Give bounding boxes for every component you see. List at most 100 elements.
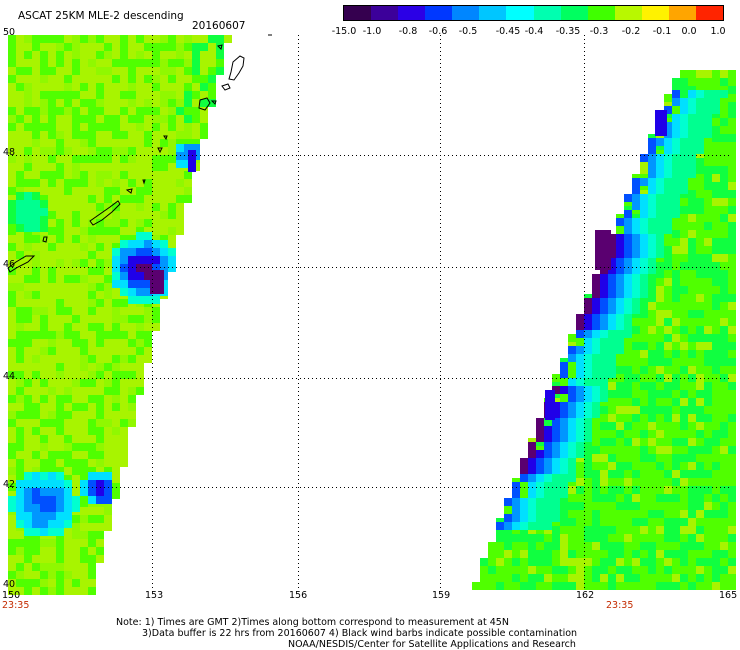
swath-cell — [728, 334, 736, 342]
swath-cell — [720, 110, 728, 118]
swath-cell — [672, 438, 680, 446]
swath-cell — [136, 256, 144, 264]
swath-cell — [72, 331, 80, 339]
swath-cell — [624, 502, 632, 510]
swath-cell — [504, 582, 512, 590]
colorbar — [343, 5, 724, 21]
swath-cell — [16, 531, 24, 539]
swath-cell — [56, 395, 64, 403]
swath-cell — [88, 515, 96, 523]
swath-cell — [64, 475, 72, 483]
swath-cell — [680, 286, 688, 294]
swath-cell — [120, 443, 128, 451]
swath-cell — [24, 427, 32, 435]
swath-cell — [664, 438, 672, 446]
swath-cell — [584, 354, 592, 362]
colorbar-segment — [614, 6, 642, 20]
swath-cell — [640, 430, 648, 438]
swath-cell — [728, 326, 736, 334]
swath-cell — [600, 430, 608, 438]
swath-cell — [16, 307, 24, 315]
swath-cell — [672, 574, 680, 582]
swath-cell — [528, 582, 536, 590]
swath-cell — [128, 195, 136, 203]
swath-cell — [200, 67, 208, 75]
swath-cell — [80, 411, 88, 419]
swath-cell — [88, 139, 96, 147]
swath-cell — [664, 146, 672, 154]
swath-cell — [32, 547, 40, 555]
swath-cell — [488, 582, 496, 590]
swath-cell — [616, 250, 624, 258]
swath-cell — [64, 139, 72, 147]
swath-cell — [728, 430, 736, 438]
swath-cell — [712, 334, 720, 342]
swath-cell — [24, 123, 32, 131]
swath-cell — [72, 315, 80, 323]
swath-cell — [632, 366, 640, 374]
swath-cell — [80, 139, 88, 147]
swath-cell — [120, 411, 128, 419]
swath-cell — [48, 496, 56, 504]
swath-cell — [728, 150, 736, 158]
swath-cell — [584, 510, 592, 518]
swath-cell — [704, 454, 712, 462]
swath-cell — [712, 454, 720, 462]
swath-cell — [152, 59, 160, 67]
swath-cell — [616, 558, 624, 566]
lat-label: 44 — [3, 371, 16, 382]
swath-cell — [600, 274, 608, 282]
swath-cell — [728, 310, 736, 318]
swath-cell — [680, 230, 688, 238]
swath-cell — [136, 51, 144, 59]
swath-cell — [24, 283, 32, 291]
swath-cell — [720, 118, 728, 126]
swath-cell — [672, 302, 680, 310]
swath-cell — [96, 99, 104, 107]
swath-cell — [128, 219, 136, 227]
swath-cell — [192, 115, 200, 123]
swath-cell — [64, 504, 72, 512]
swath-cell — [8, 491, 16, 499]
swath-cell — [656, 326, 664, 334]
swath-cell — [48, 547, 56, 555]
swath-cell — [144, 272, 152, 280]
swath-cell — [48, 528, 56, 536]
swath-cell — [64, 555, 72, 563]
swath-cell — [72, 275, 80, 283]
swath-cell — [104, 171, 112, 179]
swath-cell — [56, 235, 64, 243]
swath-cell — [48, 139, 56, 147]
swath-cell — [24, 467, 32, 475]
swath-cell — [168, 211, 176, 219]
swath-cell — [696, 146, 704, 154]
swath-cell — [96, 155, 104, 163]
swath-cell — [64, 43, 72, 51]
swath-cell — [80, 291, 88, 299]
swath-cell — [40, 371, 48, 379]
swath-cell — [32, 43, 40, 51]
swath-cell — [88, 435, 96, 443]
swath-cell — [600, 502, 608, 510]
swath-cell — [624, 454, 632, 462]
swath-cell — [720, 366, 728, 374]
swath-cell — [24, 323, 32, 331]
swath-cell — [696, 518, 704, 526]
swath-cell — [576, 322, 584, 330]
swath-cell — [48, 235, 56, 243]
swath-cell — [576, 550, 584, 558]
swath-cell — [696, 486, 704, 494]
swath-cell — [672, 470, 680, 478]
swath-cell — [720, 302, 728, 310]
swath-cell — [704, 182, 712, 190]
swath-cell — [112, 315, 120, 323]
swath-cell — [80, 51, 88, 59]
swath-cell — [88, 83, 96, 91]
swath-cell — [144, 355, 152, 363]
swath-cell — [64, 520, 72, 528]
swath-cell — [120, 43, 128, 51]
swath-cell — [728, 318, 736, 326]
swath-cell — [176, 179, 184, 187]
swath-cell — [712, 206, 720, 214]
swath-cell — [648, 438, 656, 446]
